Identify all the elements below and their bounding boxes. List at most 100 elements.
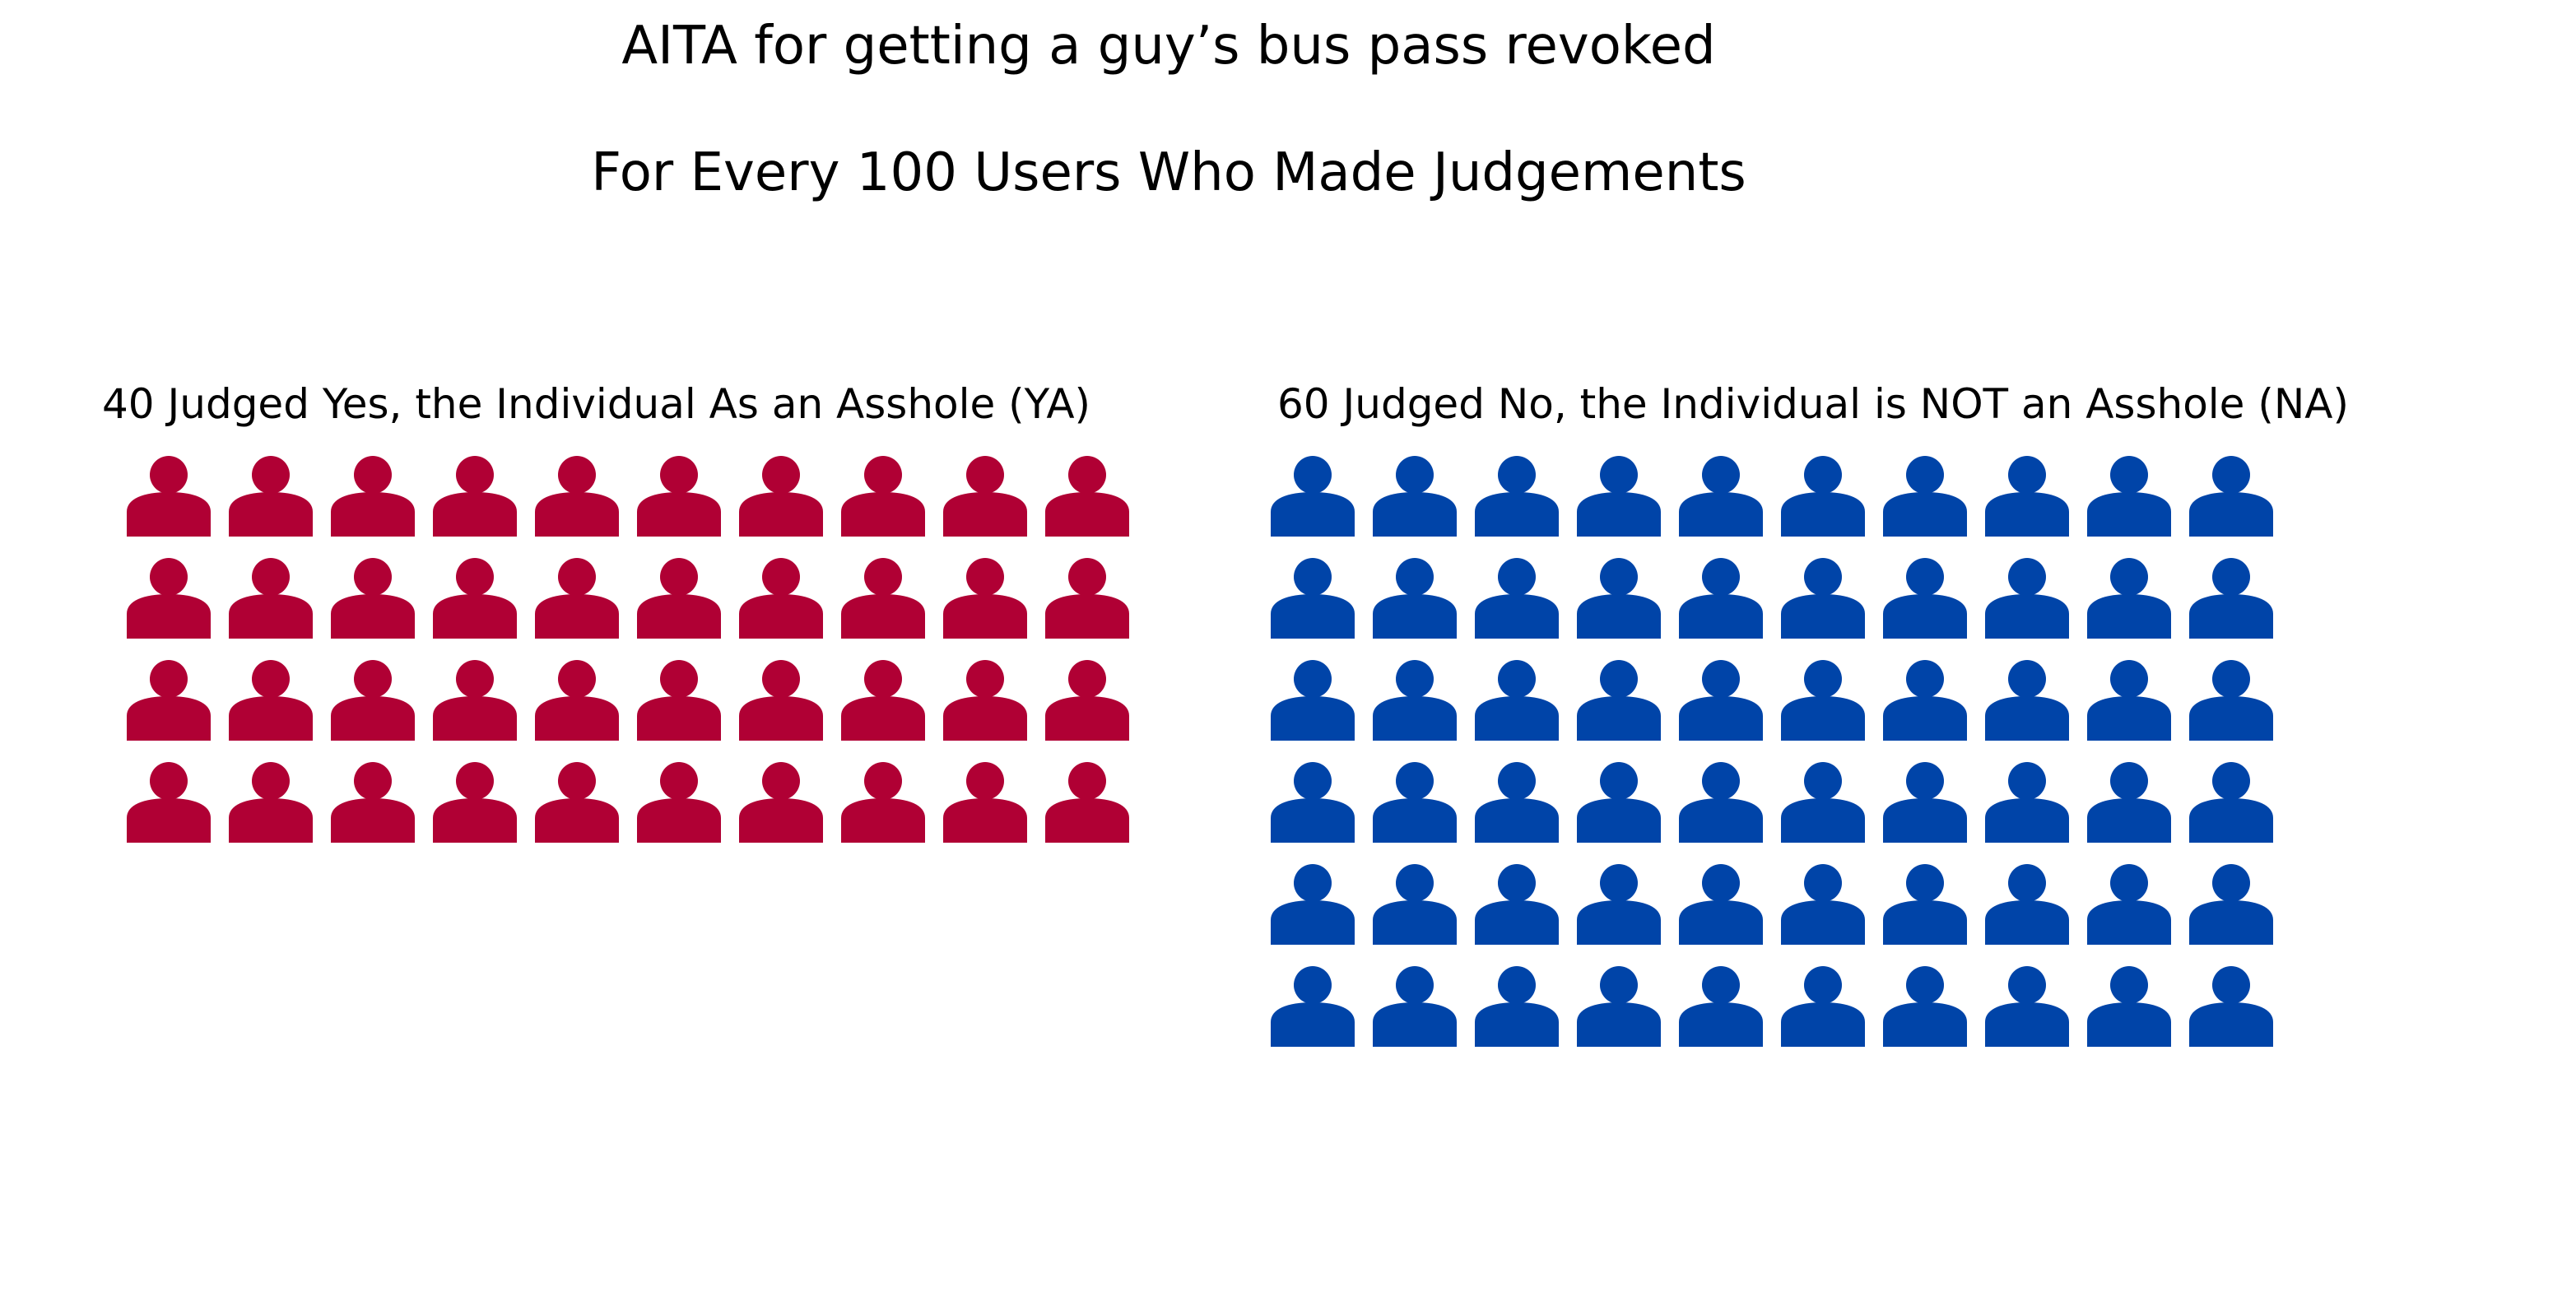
- person-icon: [1045, 558, 1129, 639]
- person-icon: [739, 660, 823, 741]
- person-icon: [1045, 456, 1129, 537]
- person-icon: [535, 762, 619, 843]
- person-icon: [127, 456, 211, 537]
- person-icon: [433, 456, 517, 537]
- person-icon: [1475, 762, 1559, 843]
- person-icon: [637, 558, 721, 639]
- group-label-ya: 40 Judged Yes, the Individual As an Assh…: [102, 380, 1091, 428]
- person-icon: [2189, 966, 2273, 1047]
- person-icon: [1271, 762, 1355, 843]
- person-icon: [1883, 864, 1967, 945]
- person-icon: [1985, 660, 2069, 741]
- person-icon: [1045, 762, 1129, 843]
- person-icon: [1883, 558, 1967, 639]
- person-icon: [1475, 456, 1559, 537]
- person-icon: [1373, 966, 1457, 1047]
- person-icon: [1475, 660, 1559, 741]
- person-icon: [433, 558, 517, 639]
- person-icon: [2189, 762, 2273, 843]
- person-icon: [1781, 966, 1865, 1047]
- person-icon: [433, 660, 517, 741]
- person-icon: [331, 558, 415, 639]
- icon-group-ya: [127, 456, 1129, 843]
- person-icon: [1475, 966, 1559, 1047]
- person-icon: [2189, 558, 2273, 639]
- person-icon: [1475, 558, 1559, 639]
- chart-title: AITA for getting a guy’s bus pass revoke…: [621, 16, 1716, 77]
- person-icon: [739, 762, 823, 843]
- person-icon: [1985, 456, 2069, 537]
- person-icon: [1781, 456, 1865, 537]
- person-icon: [1271, 864, 1355, 945]
- person-icon: [1679, 558, 1763, 639]
- person-icon: [1985, 864, 2069, 945]
- person-icon: [2087, 558, 2171, 639]
- person-icon: [1883, 660, 1967, 741]
- person-icon: [841, 456, 925, 537]
- person-icon: [433, 762, 517, 843]
- person-icon: [331, 660, 415, 741]
- person-icon: [1577, 456, 1661, 537]
- person-icon: [1271, 456, 1355, 537]
- person-icon: [229, 660, 313, 741]
- person-icon: [943, 660, 1027, 741]
- person-icon: [943, 558, 1027, 639]
- chart-subtitle: For Every 100 Users Who Made Judgements: [591, 142, 1746, 203]
- person-icon: [739, 558, 823, 639]
- person-icon: [943, 456, 1027, 537]
- person-icon: [1577, 864, 1661, 945]
- person-icon: [1985, 762, 2069, 843]
- person-icon: [1781, 762, 1865, 843]
- person-icon: [229, 558, 313, 639]
- person-icon: [1373, 558, 1457, 639]
- person-icon: [1577, 660, 1661, 741]
- person-icon: [535, 558, 619, 639]
- person-icon: [1985, 966, 2069, 1047]
- person-icon: [535, 660, 619, 741]
- person-icon: [1577, 558, 1661, 639]
- icon-group-na: [1271, 456, 2273, 1047]
- person-icon: [229, 456, 313, 537]
- person-icon: [1577, 762, 1661, 843]
- person-icon: [331, 456, 415, 537]
- person-icon: [229, 762, 313, 843]
- person-icon: [1271, 966, 1355, 1047]
- person-icon: [127, 762, 211, 843]
- person-icon: [2087, 762, 2171, 843]
- person-icon: [1781, 558, 1865, 639]
- person-icon: [1577, 966, 1661, 1047]
- person-icon: [1271, 660, 1355, 741]
- person-icon: [1883, 456, 1967, 537]
- person-icon: [841, 558, 925, 639]
- person-icon: [535, 456, 619, 537]
- person-icon: [2087, 966, 2171, 1047]
- person-icon: [127, 660, 211, 741]
- person-icon: [1883, 762, 1967, 843]
- person-icon: [739, 456, 823, 537]
- person-icon: [1373, 864, 1457, 945]
- person-icon: [2087, 864, 2171, 945]
- person-icon: [637, 660, 721, 741]
- person-icon: [943, 762, 1027, 843]
- person-icon: [331, 762, 415, 843]
- group-label-na: 60 Judged No, the Individual is NOT an A…: [1277, 380, 2349, 428]
- person-icon: [1373, 660, 1457, 741]
- person-icon: [637, 456, 721, 537]
- person-icon: [1883, 966, 1967, 1047]
- person-icon: [1781, 660, 1865, 741]
- person-icon: [1045, 660, 1129, 741]
- person-icon: [841, 660, 925, 741]
- person-icon: [1679, 966, 1763, 1047]
- person-icon: [1679, 762, 1763, 843]
- person-icon: [1781, 864, 1865, 945]
- person-icon: [1475, 864, 1559, 945]
- person-icon: [841, 762, 925, 843]
- person-icon: [2087, 456, 2171, 537]
- person-icon: [2087, 660, 2171, 741]
- person-icon: [2189, 456, 2273, 537]
- person-icon: [127, 558, 211, 639]
- person-icon: [1679, 864, 1763, 945]
- person-icon: [2189, 660, 2273, 741]
- person-icon: [1271, 558, 1355, 639]
